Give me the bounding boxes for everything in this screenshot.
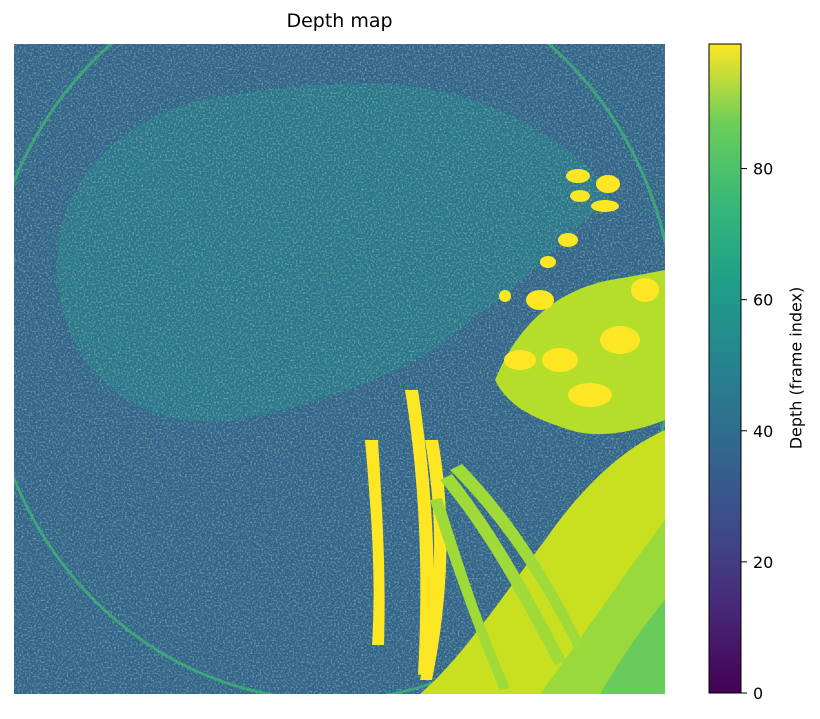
colorbar-ticks: 0 20 40 60 80 <box>741 160 773 703</box>
chart-title: Depth map <box>286 10 393 32</box>
colorbar: 0 20 40 60 80 <box>708 43 773 703</box>
colorbar-tick-label: 60 <box>753 291 773 310</box>
stems-diagonal <box>430 464 584 690</box>
heatmap-image <box>14 44 665 694</box>
flower-blobs <box>499 169 659 407</box>
flower-cluster <box>495 270 665 435</box>
colorbar-label: Depth (frame index) <box>786 286 806 450</box>
colorbar-tick-label: 80 <box>753 160 773 179</box>
colorbar-tick-label: 20 <box>753 553 773 572</box>
colorbar-gradient <box>708 43 742 694</box>
colorbar-tick-label: 0 <box>753 684 763 703</box>
colorbar-tick-label: 40 <box>753 422 773 441</box>
